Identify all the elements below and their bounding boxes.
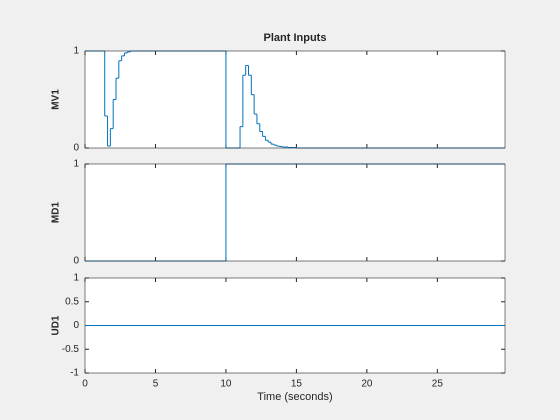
chart-title: Plant Inputs — [264, 32, 327, 44]
y-tick-label: 0 — [73, 320, 79, 331]
x-tick-label: 0 — [82, 379, 88, 390]
x-tick-label: 25 — [432, 379, 444, 390]
y-tick-label: 0.5 — [65, 296, 79, 307]
axes-box — [84, 50, 506, 149]
y-tick-label: 1 — [73, 159, 79, 170]
axes-box — [84, 163, 506, 262]
x-tick-label: 20 — [361, 379, 373, 390]
y-tick-label: 1 — [73, 46, 79, 57]
y-tick-label: -1 — [70, 368, 79, 379]
x-tick-label: 15 — [291, 379, 303, 390]
axes-background — [85, 164, 505, 261]
y-tick-label: 0 — [73, 143, 79, 154]
axes-box — [84, 277, 506, 374]
y-tick-label: 0 — [73, 256, 79, 267]
y-axis-label: MV1 — [51, 89, 62, 110]
y-axis-label: MD1 — [51, 202, 62, 224]
x-axis-label: Time (seconds) — [257, 391, 332, 403]
x-tick-label: 10 — [220, 379, 232, 390]
x-tick-label: 5 — [153, 379, 159, 390]
y-axis-label: UD1 — [51, 315, 62, 335]
y-tick-label: 1 — [73, 273, 79, 284]
y-tick-label: -0.5 — [62, 344, 80, 355]
axes-background — [85, 51, 505, 148]
